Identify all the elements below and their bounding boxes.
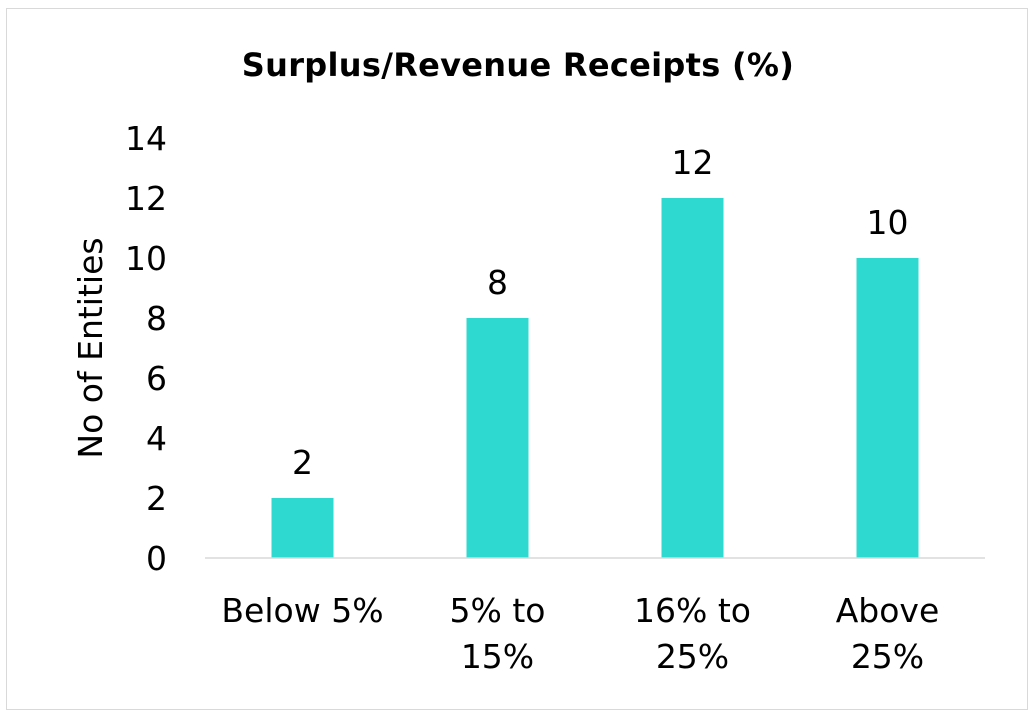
bar bbox=[661, 198, 724, 558]
bar bbox=[856, 258, 919, 558]
data-label: 2 bbox=[292, 443, 313, 482]
x-category-label: 25% bbox=[851, 637, 924, 676]
y-tick-label: 2 bbox=[146, 479, 167, 518]
y-tick-label: 0 bbox=[146, 539, 167, 578]
y-tick-label: 10 bbox=[125, 239, 167, 278]
x-category-label: 15% bbox=[461, 637, 534, 676]
y-tick-label: 6 bbox=[146, 359, 167, 398]
x-category-label: 16% to bbox=[634, 591, 751, 630]
bar bbox=[271, 498, 334, 558]
x-axis-labels: Below 5% 5% to 15% 16% to 25% Above 25% bbox=[221, 591, 939, 676]
y-tick-label: 12 bbox=[125, 179, 167, 218]
x-category-label: Above bbox=[836, 591, 940, 630]
x-category-label: 5% to bbox=[450, 591, 546, 630]
y-tick-label: 4 bbox=[146, 419, 167, 458]
bar bbox=[466, 318, 529, 558]
bars-group bbox=[271, 198, 919, 558]
x-category-label: Below 5% bbox=[221, 591, 383, 630]
data-label: 12 bbox=[672, 143, 714, 182]
data-label: 10 bbox=[867, 203, 909, 242]
y-axis-label: No of Entities bbox=[71, 237, 110, 458]
chart-title: Surplus/Revenue Receipts (%) bbox=[241, 46, 795, 84]
y-axis-ticks: 0 2 4 6 8 10 12 14 bbox=[125, 119, 167, 578]
data-labels-group: 2 8 12 10 bbox=[292, 143, 909, 482]
y-tick-label: 14 bbox=[125, 119, 167, 158]
y-tick-label: 8 bbox=[146, 299, 167, 338]
data-label: 8 bbox=[487, 263, 508, 302]
x-category-label: 25% bbox=[656, 637, 729, 676]
